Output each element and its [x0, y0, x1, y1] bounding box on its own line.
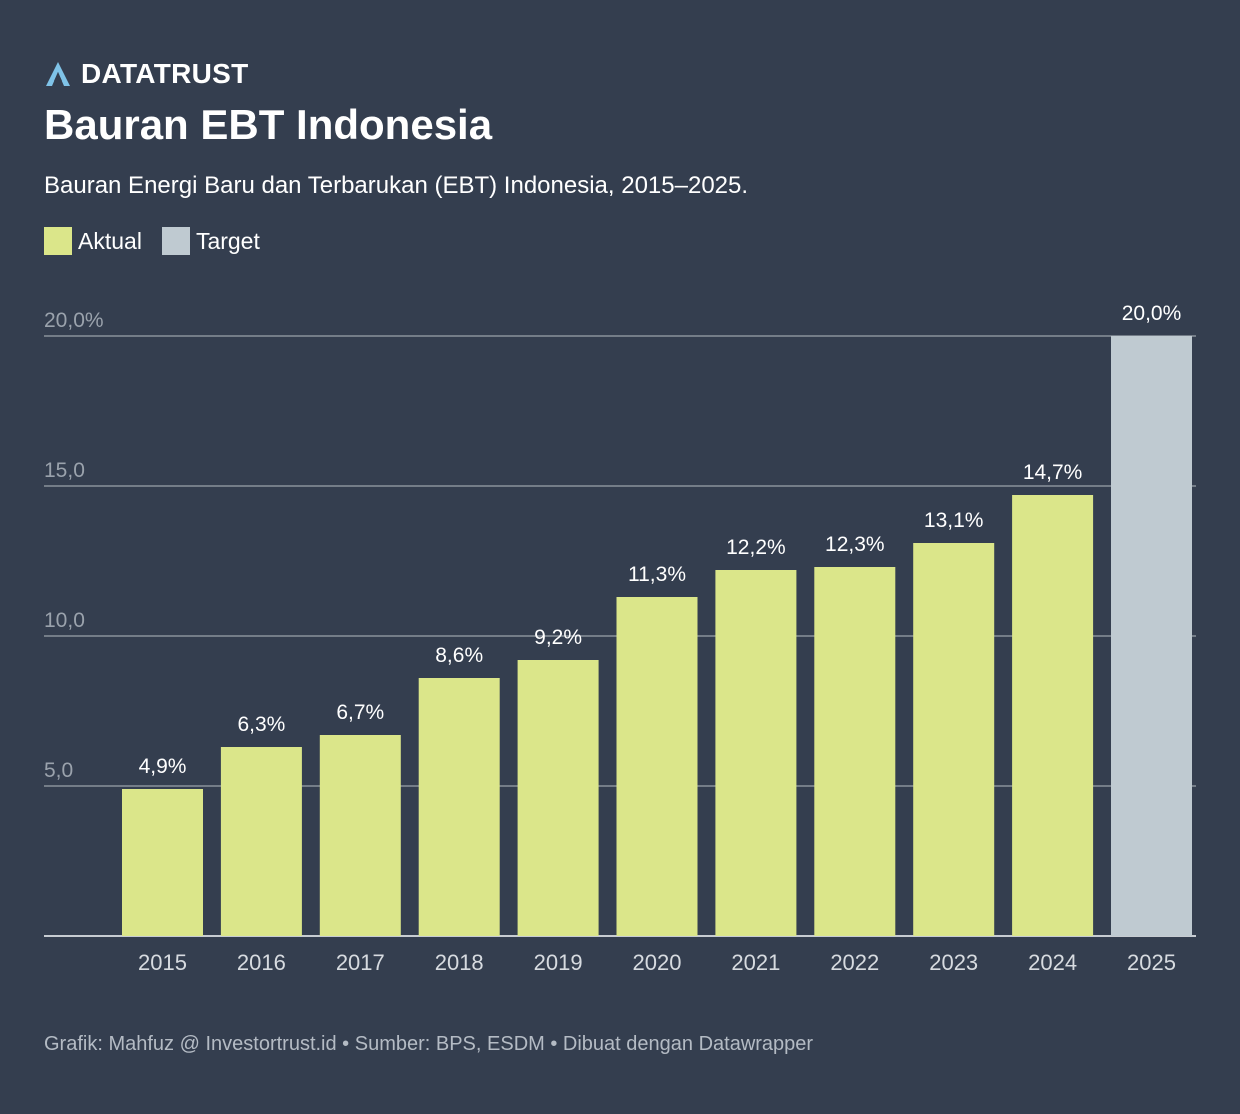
x-tick-label-2015: 2015: [138, 950, 187, 975]
y-tick-label-3: 20,0%: [44, 309, 104, 332]
bars-layer: [122, 336, 1192, 936]
bar-2022: [814, 567, 896, 936]
value-label-2015: 4,9%: [139, 755, 187, 778]
x-tick-label-2018: 2018: [435, 950, 484, 975]
value-label-2017: 6,7%: [336, 701, 384, 724]
legend-swatch-aktual: [44, 227, 72, 255]
value-label-2023: 13,1%: [924, 509, 984, 532]
legend-label-target: Target: [195, 227, 260, 254]
brand-name: DATATRUST: [81, 58, 249, 89]
x-tick-label-2024: 2024: [1028, 950, 1077, 975]
y-tick-label-1: 10,0: [44, 609, 85, 632]
x-tick-label-2021: 2021: [731, 950, 780, 975]
chart-subtitle: Bauran Energi Baru dan Terbarukan (EBT) …: [44, 172, 749, 199]
value-label-2018: 8,6%: [435, 644, 483, 667]
y-tick-label-2: 15,0: [44, 459, 85, 482]
bar-2016: [220, 747, 302, 936]
legend-item-target: Target: [161, 227, 260, 255]
bar-2023: [913, 543, 995, 936]
legend: Aktual Target: [44, 226, 280, 256]
x-tick-label-2022: 2022: [830, 950, 879, 975]
page-title: Bauran EBT Indonesia: [44, 101, 493, 148]
x-tick-label-2019: 2019: [534, 950, 583, 975]
bar-chart: 5,0 10,0 15,0 20,0% 4,9% 2015 6,3% 2016 6,7% 201…: [44, 302, 1196, 975]
bar-2017: [319, 735, 401, 936]
value-label-2016: 6,3%: [237, 713, 285, 736]
x-tick-label-2017: 2017: [336, 950, 385, 975]
bar-2019: [517, 660, 599, 936]
bar-2025: [1111, 336, 1192, 936]
bar-2020: [616, 597, 698, 936]
bar-2015: [122, 789, 203, 936]
bar-2018: [418, 678, 500, 936]
brand: DATATRUST: [45, 58, 249, 90]
legend-label-aktual: Aktual: [78, 227, 142, 254]
legend-item-aktual: Aktual: [44, 227, 142, 255]
x-tick-label-2016: 2016: [237, 950, 286, 975]
bar-2021: [715, 570, 797, 936]
legend-swatch-target: [161, 227, 190, 255]
value-label-2024: 14,7%: [1023, 461, 1083, 484]
y-tick-label-0: 5,0: [44, 759, 73, 782]
datatrust-logo-icon: [46, 62, 70, 86]
x-tick-label-2023: 2023: [929, 950, 978, 975]
bar-2024: [1012, 495, 1094, 936]
x-tick-label-2025: 2025: [1127, 950, 1176, 975]
value-label-2025: 20,0%: [1122, 302, 1182, 325]
labels-layer: 4,9% 2015 6,3% 2016 6,7% 2017 8,6% 2018 9,2% 2019…: [138, 302, 1181, 975]
x-tick-label-2020: 2020: [633, 950, 682, 975]
value-label-2020: 11,3%: [628, 563, 686, 586]
value-label-2022: 12,3%: [825, 533, 885, 556]
value-label-2019: 9,2%: [534, 626, 582, 649]
value-label-2021: 12,2%: [726, 536, 786, 559]
footer-credits: Grafik: Mahfuz @ Investortrust.id • Sumb…: [44, 1033, 814, 1055]
